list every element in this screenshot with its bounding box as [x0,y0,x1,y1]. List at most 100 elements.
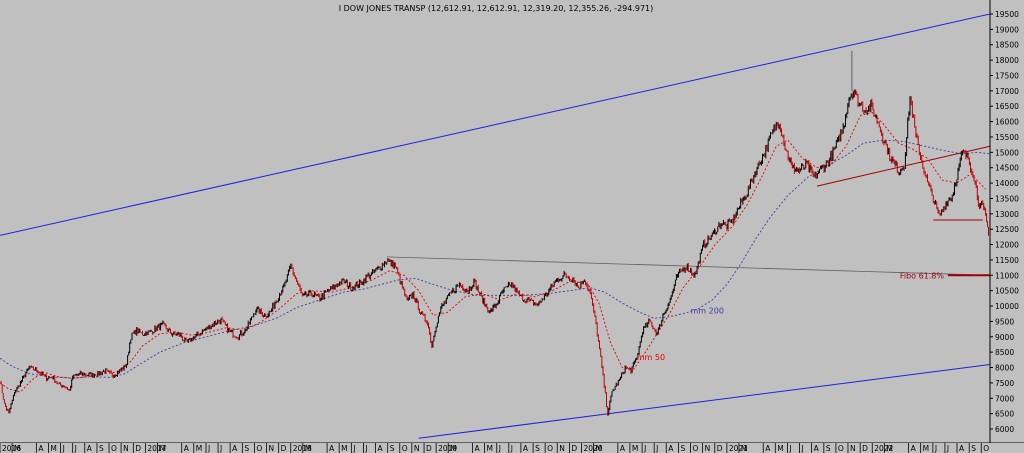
x-month-label: M [341,444,347,453]
x-month-label: D [862,444,868,453]
y-axis: 6000 6500 7000 7500 8000 8500 9000 9500 10000 105… [989,0,1019,443]
x-year-label: 2022 [874,444,893,453]
x-month-label: J [946,444,949,453]
x-month-label: D [426,444,432,453]
x-month-label: A [911,444,917,453]
y-tick-label: 7000 [995,394,1014,403]
y-tick-label: 15500 [995,133,1019,142]
x-month-label: A [814,444,820,453]
y-tick-label: 11500 [995,256,1019,265]
x-month-label: J [74,444,77,453]
y-tick-label: 14500 [995,164,1019,173]
y-tick-label: 7500 [995,379,1014,388]
y-tick-label: 8500 [995,348,1014,357]
x-month-label: S [99,444,104,453]
x-month-label: M [487,444,493,453]
x-month-label: M [450,444,456,453]
y-tick-label: 8000 [995,364,1014,373]
x-month-label: J [62,444,65,453]
x-month-label: A [474,444,480,453]
annotations: Fibo 61.8% mm 200 mm 50 [637,271,990,362]
x-month-label: N [705,444,711,453]
x-month-label: O [693,444,699,453]
y-tick-label: 15000 [995,148,1019,157]
x-month-label: J [655,444,658,453]
price-series [0,89,989,416]
y-tick-label: 13000 [995,210,1019,219]
ma200-line [0,139,990,379]
x-month-label: M [14,444,20,453]
x-month-label: S [535,444,540,453]
x-month-label: M [305,444,311,453]
y-tick-label: 16500 [995,102,1019,111]
x-month-label: J [643,444,646,453]
x-month-label: A [620,444,626,453]
annotation-label: mm 200 [691,307,724,316]
x-month-label: A [378,444,384,453]
ma50-line [0,111,986,393]
x-month-label: J [934,444,937,453]
x-month-label: M [632,444,638,453]
annotation-label: mm 50 [637,353,665,362]
x-month-label: A [668,444,674,453]
x-month-label: D [717,444,723,453]
y-tick-label: 18500 [995,41,1019,50]
x-month-label: A [523,444,529,453]
x-month-label: J [219,444,222,453]
x-month-label: A [329,444,335,453]
x-month-label: D [135,444,141,453]
y-tick-label: 12000 [995,241,1019,250]
x-month-label: J [788,444,791,453]
x-month-label: O [111,444,117,453]
y-tick-label: 13500 [995,194,1019,203]
x-month-label: M [196,444,202,453]
y-tick-label: 16000 [995,118,1019,127]
x-month-label: S [826,444,831,453]
x-axis-band [0,443,1024,453]
y-tick-label: 12500 [995,225,1019,234]
fibo-label: Fibo 61.8% [900,271,945,280]
x-month-label: N [559,444,565,453]
x-month-label: O [838,444,844,453]
x-month-label: O [547,444,553,453]
x-month-label: M [50,444,56,453]
x-month-label: A [38,444,44,453]
y-tick-label: 17500 [995,71,1019,80]
y-tick-label: 19500 [995,10,1019,19]
x-month-label: J [801,444,804,453]
y-tick-label: 11000 [995,271,1019,280]
x-month-label: J [207,444,210,453]
x-month-label: J [364,444,367,453]
x-month-label: N [414,444,420,453]
x-year-label: 2016 [2,444,21,453]
x-month-label: M [741,444,747,453]
x-month-label: N [268,444,274,453]
y-tick-label: 6000 [995,425,1014,434]
chart-title: I DOW JONES TRANSP (12,612.91, 12,612.91… [339,4,654,13]
x-month-label: N [123,444,129,453]
x-month-label: A [232,444,238,453]
x-month-label: D [571,444,577,453]
y-tick-label: 14000 [995,179,1019,188]
y-tick-label: 6500 [995,410,1014,419]
x-month-label: O [983,444,989,453]
x-month-label: J [352,444,355,453]
x-month-label: J [510,444,513,453]
x-month-label: D [281,444,287,453]
x-month-label: M [596,444,602,453]
x-month-label: S [244,444,249,453]
x-month-label: O [402,444,408,453]
plot-area [0,14,990,439]
x-month-label: M [923,444,929,453]
x-month-label: M [159,444,165,453]
y-tick-label: 18000 [995,56,1019,65]
x-year-label: 2019 [438,444,457,453]
x-year-label: 2017 [147,444,166,453]
x-month-label: S [971,444,976,453]
y-tick-label: 9000 [995,333,1014,342]
x-month-label: M [886,444,892,453]
y-tick-label: 10500 [995,287,1019,296]
